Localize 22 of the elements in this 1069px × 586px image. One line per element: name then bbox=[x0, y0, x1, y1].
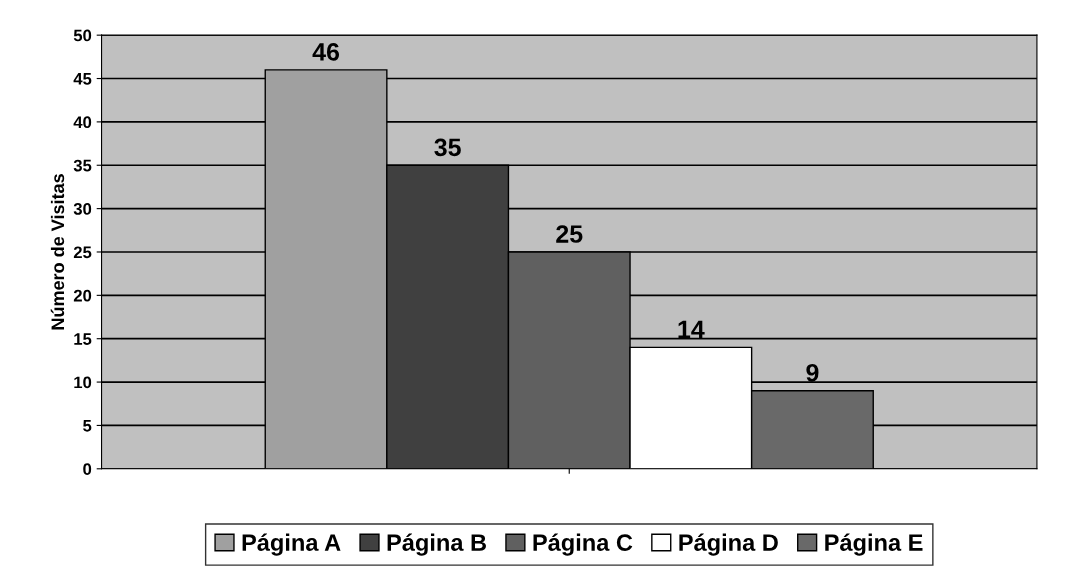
y-tick-label: 15 bbox=[74, 333, 92, 345]
y-tick-label: 45 bbox=[73, 73, 92, 85]
y-tick-label: 35 bbox=[73, 159, 92, 172]
y-tick-label: 25 bbox=[73, 246, 92, 259]
data-label: 14 bbox=[678, 320, 705, 339]
y-tick-label: 40 bbox=[73, 116, 92, 129]
legend-label: Página A bbox=[242, 533, 341, 556]
data-label: 46 bbox=[312, 43, 340, 61]
y-axis-title: Número de Visitas bbox=[50, 174, 65, 330]
y-tick-label: 20 bbox=[73, 289, 92, 302]
legend-label: Página C bbox=[533, 533, 633, 556]
legend-label: Página D bbox=[679, 533, 778, 556]
y-tick-label: 50 bbox=[73, 29, 92, 42]
data-label: 25 bbox=[556, 225, 583, 243]
y-tick-label: 30 bbox=[73, 203, 92, 215]
data-label: 9 bbox=[806, 363, 819, 382]
y-tick-label: 10 bbox=[74, 376, 92, 389]
y-tick-label: 0 bbox=[83, 463, 92, 475]
y-tick-label: 5 bbox=[83, 420, 92, 432]
data-label: 35 bbox=[434, 138, 461, 157]
legend-label: Página E bbox=[825, 533, 923, 556]
legend-label: Página B bbox=[387, 533, 486, 556]
